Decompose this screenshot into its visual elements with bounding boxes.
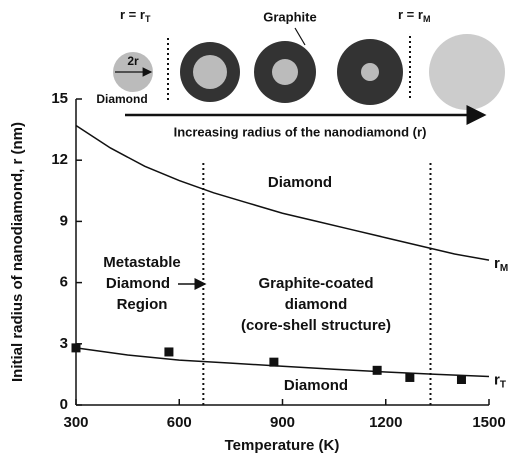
annotation: Metastable xyxy=(103,254,181,271)
annotation: Graphite-coated xyxy=(258,275,373,292)
data-point xyxy=(164,347,173,356)
x-tick-label: 900 xyxy=(270,414,295,431)
y-tick-label: 15 xyxy=(51,90,68,107)
data-point xyxy=(457,375,466,384)
core xyxy=(272,59,298,85)
chart: r = rT Graphite r = rM 2r Diamond Increa… xyxy=(0,0,509,456)
curve-label-sub: T xyxy=(500,379,506,390)
arrow-label: Increasing radius of the nanodiamond (r) xyxy=(174,124,427,139)
annotation: diamond xyxy=(285,296,348,313)
data-point xyxy=(269,358,278,367)
annotation: Diamond xyxy=(106,275,170,292)
core xyxy=(361,63,379,81)
curve xyxy=(76,126,489,261)
x-tick-label: 300 xyxy=(63,414,88,431)
annotation: Region xyxy=(117,296,168,313)
schematic: r = rT Graphite r = rM 2r Diamond Increa… xyxy=(96,7,505,139)
y-tick-label: 9 xyxy=(60,212,68,229)
rm-label: r = rM xyxy=(398,7,430,24)
y-tick-label: 3 xyxy=(60,335,68,352)
x-axis-title: Temperature (K) xyxy=(225,437,340,454)
y-tick-label: 6 xyxy=(60,274,68,291)
curve xyxy=(76,348,489,377)
x-tick-label: 600 xyxy=(167,414,192,431)
diamond-label: Diamond xyxy=(96,92,147,106)
data-point xyxy=(373,366,382,375)
annotation: (core-shell structure) xyxy=(241,317,391,334)
x-tick-label: 1500 xyxy=(472,414,505,431)
data-point xyxy=(405,373,414,382)
y-tick-label: 0 xyxy=(60,396,68,413)
two-r: 2r xyxy=(127,54,139,68)
y-tick-label: 12 xyxy=(51,151,68,168)
core xyxy=(193,55,227,89)
data-point xyxy=(72,343,81,352)
pointer xyxy=(295,28,305,45)
curve-label-sub: M xyxy=(500,263,508,274)
x-tick-label: 1200 xyxy=(369,414,402,431)
curve-label: rT xyxy=(494,371,506,390)
graphite-label: Graphite xyxy=(263,9,316,24)
diamond-particle xyxy=(429,34,505,110)
y-axis-title: Initial radius of nanodiamond, r (nm) xyxy=(9,122,26,382)
annotation: Diamond xyxy=(284,377,348,394)
annotation: Diamond xyxy=(268,174,332,191)
curve-label: rM xyxy=(494,255,508,274)
rt-label: r = rT xyxy=(120,7,151,24)
